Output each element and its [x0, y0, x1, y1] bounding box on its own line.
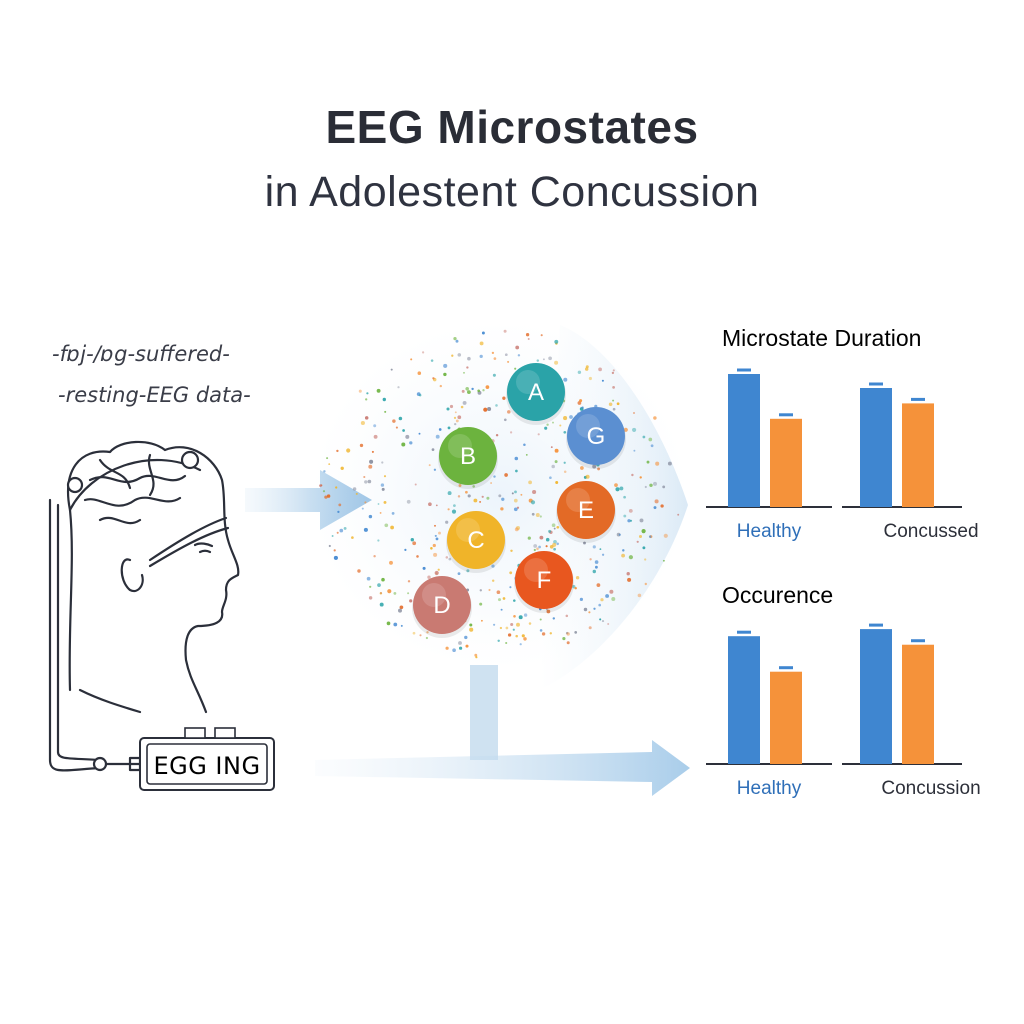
microstate-b: B: [438, 427, 498, 489]
microstate-a: A: [506, 363, 566, 425]
microstate-label: F: [537, 567, 552, 594]
microstate-label: G: [587, 423, 606, 450]
microstate-g: G: [566, 407, 626, 469]
category-label: Concussed: [883, 521, 978, 542]
microstate-d: D: [412, 576, 472, 638]
input-note-line2: -resting-EEG data-: [58, 383, 251, 407]
microstate-cloud: [310, 320, 690, 690]
chart-1: Microstate Duration Healthy Concussed: [706, 325, 979, 542]
microstate-label: E: [578, 497, 594, 524]
device-label: EGG ING: [153, 752, 260, 780]
category-label: Healthy: [737, 521, 802, 542]
microstate-label: D: [433, 592, 450, 619]
bar-charts: Microstate Duration Healthy Concussed Occur…: [706, 325, 981, 799]
microstate-label: B: [460, 443, 476, 470]
microstate-e: E: [556, 481, 616, 543]
category-label: Concussion: [881, 778, 980, 799]
page-title: EEG Microstates: [325, 101, 699, 153]
category-label: Healthy: [737, 778, 802, 799]
arrow-down-connector: [470, 665, 498, 760]
microstate-label: A: [528, 379, 544, 406]
chart-title: Microstate Duration: [722, 325, 921, 351]
bar-concussion-1: [860, 629, 892, 764]
eeg-device: EGG ING: [139, 727, 275, 791]
chart-2: Occurence Healthy Concussion: [706, 582, 981, 799]
bar-concussed-2: [902, 403, 934, 507]
microstate-f: F: [514, 551, 574, 613]
bar-healthy-1: [728, 374, 760, 507]
bar-healthy-2: [770, 671, 802, 764]
input-note-line1: -fɒj-/ɒg-suffered-: [52, 342, 230, 366]
bar-healthy-1: [728, 636, 760, 764]
bar-concussion-2: [902, 644, 934, 764]
bar-concussed-1: [860, 388, 892, 507]
chart-title: Occurence: [722, 582, 833, 608]
microstate-c: C: [446, 511, 506, 573]
microstate-label: C: [467, 527, 484, 554]
page-subtitle: in Adolestent Concussion: [264, 168, 760, 216]
microstate-circles: A G B E C F D: [412, 363, 626, 638]
head-with-eeg-cap-icon: [48, 440, 240, 772]
bar-healthy-2: [770, 418, 802, 507]
arrow-right-bottom-icon: [315, 740, 690, 796]
